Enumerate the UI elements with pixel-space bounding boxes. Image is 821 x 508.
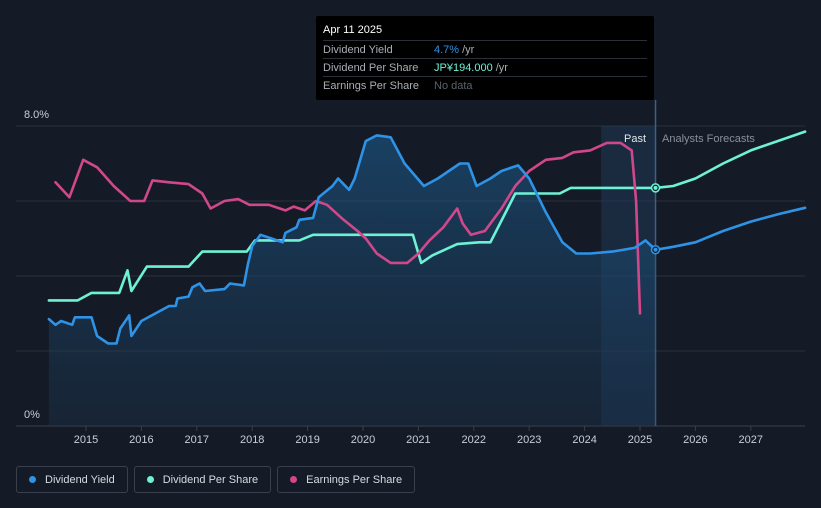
x-tick-label: 2018	[240, 434, 264, 446]
x-tick-label: 2022	[462, 434, 486, 446]
legend-dot-icon	[146, 476, 154, 483]
x-tick-label: 2017	[185, 434, 209, 446]
x-tick-label: 2020	[351, 434, 375, 446]
tooltip-row-dividend-yield: Dividend Yield 4.7% /yr	[323, 40, 647, 58]
legend-label: Dividend Per Share	[162, 473, 259, 486]
legend-item-dividend-per-share[interactable]: Dividend Per Share	[133, 466, 272, 493]
x-tick-label: 2016	[129, 434, 153, 446]
dividend-per-share-line	[47, 130, 807, 302]
tooltip-label: Dividend Yield	[323, 43, 393, 56]
x-axis-ticks: 2015 2016 2017 2018 2019 2020 2021 2022 2023 2024…	[74, 426, 763, 446]
dividend-yield-area	[48, 135, 656, 426]
tooltip-unit: /yr	[495, 61, 508, 74]
y-axis-bottom-label: 0%	[24, 409, 40, 421]
tooltip-date: Apr 11 2025	[323, 24, 383, 36]
x-tick-label: 2019	[295, 434, 319, 446]
legend: Dividend Yield Dividend Per Share Earnin…	[16, 466, 416, 493]
marker-layer	[650, 183, 661, 255]
legend-dot-icon	[29, 476, 36, 483]
tooltip-label: Earnings Per Share	[323, 79, 419, 92]
tooltip-value: 4.7%	[434, 43, 460, 56]
x-tick-label: 2023	[517, 434, 541, 446]
x-tick-label: 2026	[683, 434, 707, 446]
tooltip-unit: /yr	[462, 43, 475, 56]
x-tick-label: 2015	[74, 434, 98, 446]
x-tick-label: 2024	[572, 434, 596, 446]
earnings-per-share-line	[54, 141, 642, 315]
past-label: Past	[624, 133, 646, 145]
y-axis-top-label: 8.0%	[24, 109, 49, 121]
dividend-yield-line	[47, 134, 807, 345]
tooltip-label: Dividend Per Share	[323, 61, 419, 74]
legend-item-dividend-yield[interactable]: Dividend Yield	[16, 466, 128, 493]
tooltip-value: No data	[434, 79, 473, 92]
x-tick-label: 2021	[406, 434, 430, 446]
x-tick-label: 2027	[739, 434, 763, 446]
forecast-label: Analysts Forecasts	[662, 133, 755, 145]
series-layer	[47, 130, 807, 345]
tooltip-row-earnings-per-share: Earnings Per Share No data	[323, 76, 647, 94]
tooltip-row-dividend-per-share: Dividend Per Share JP¥194.000 /yr	[323, 58, 647, 76]
dividend-yield-marker-dot	[653, 247, 658, 252]
dividend-per-share-marker-dot	[653, 185, 658, 190]
legend-dot-icon	[290, 476, 298, 483]
x-tick-label: 2025	[628, 434, 652, 446]
legend-label: Dividend Yield	[45, 473, 115, 486]
legend-label: Earnings Per Share	[306, 473, 403, 486]
tooltip: Apr 11 2025 Dividend Yield 4.7% /yr Divi…	[316, 16, 654, 100]
tooltip-value: JP¥194.000	[434, 61, 493, 74]
legend-item-earnings-per-share[interactable]: Earnings Per Share	[277, 466, 416, 493]
